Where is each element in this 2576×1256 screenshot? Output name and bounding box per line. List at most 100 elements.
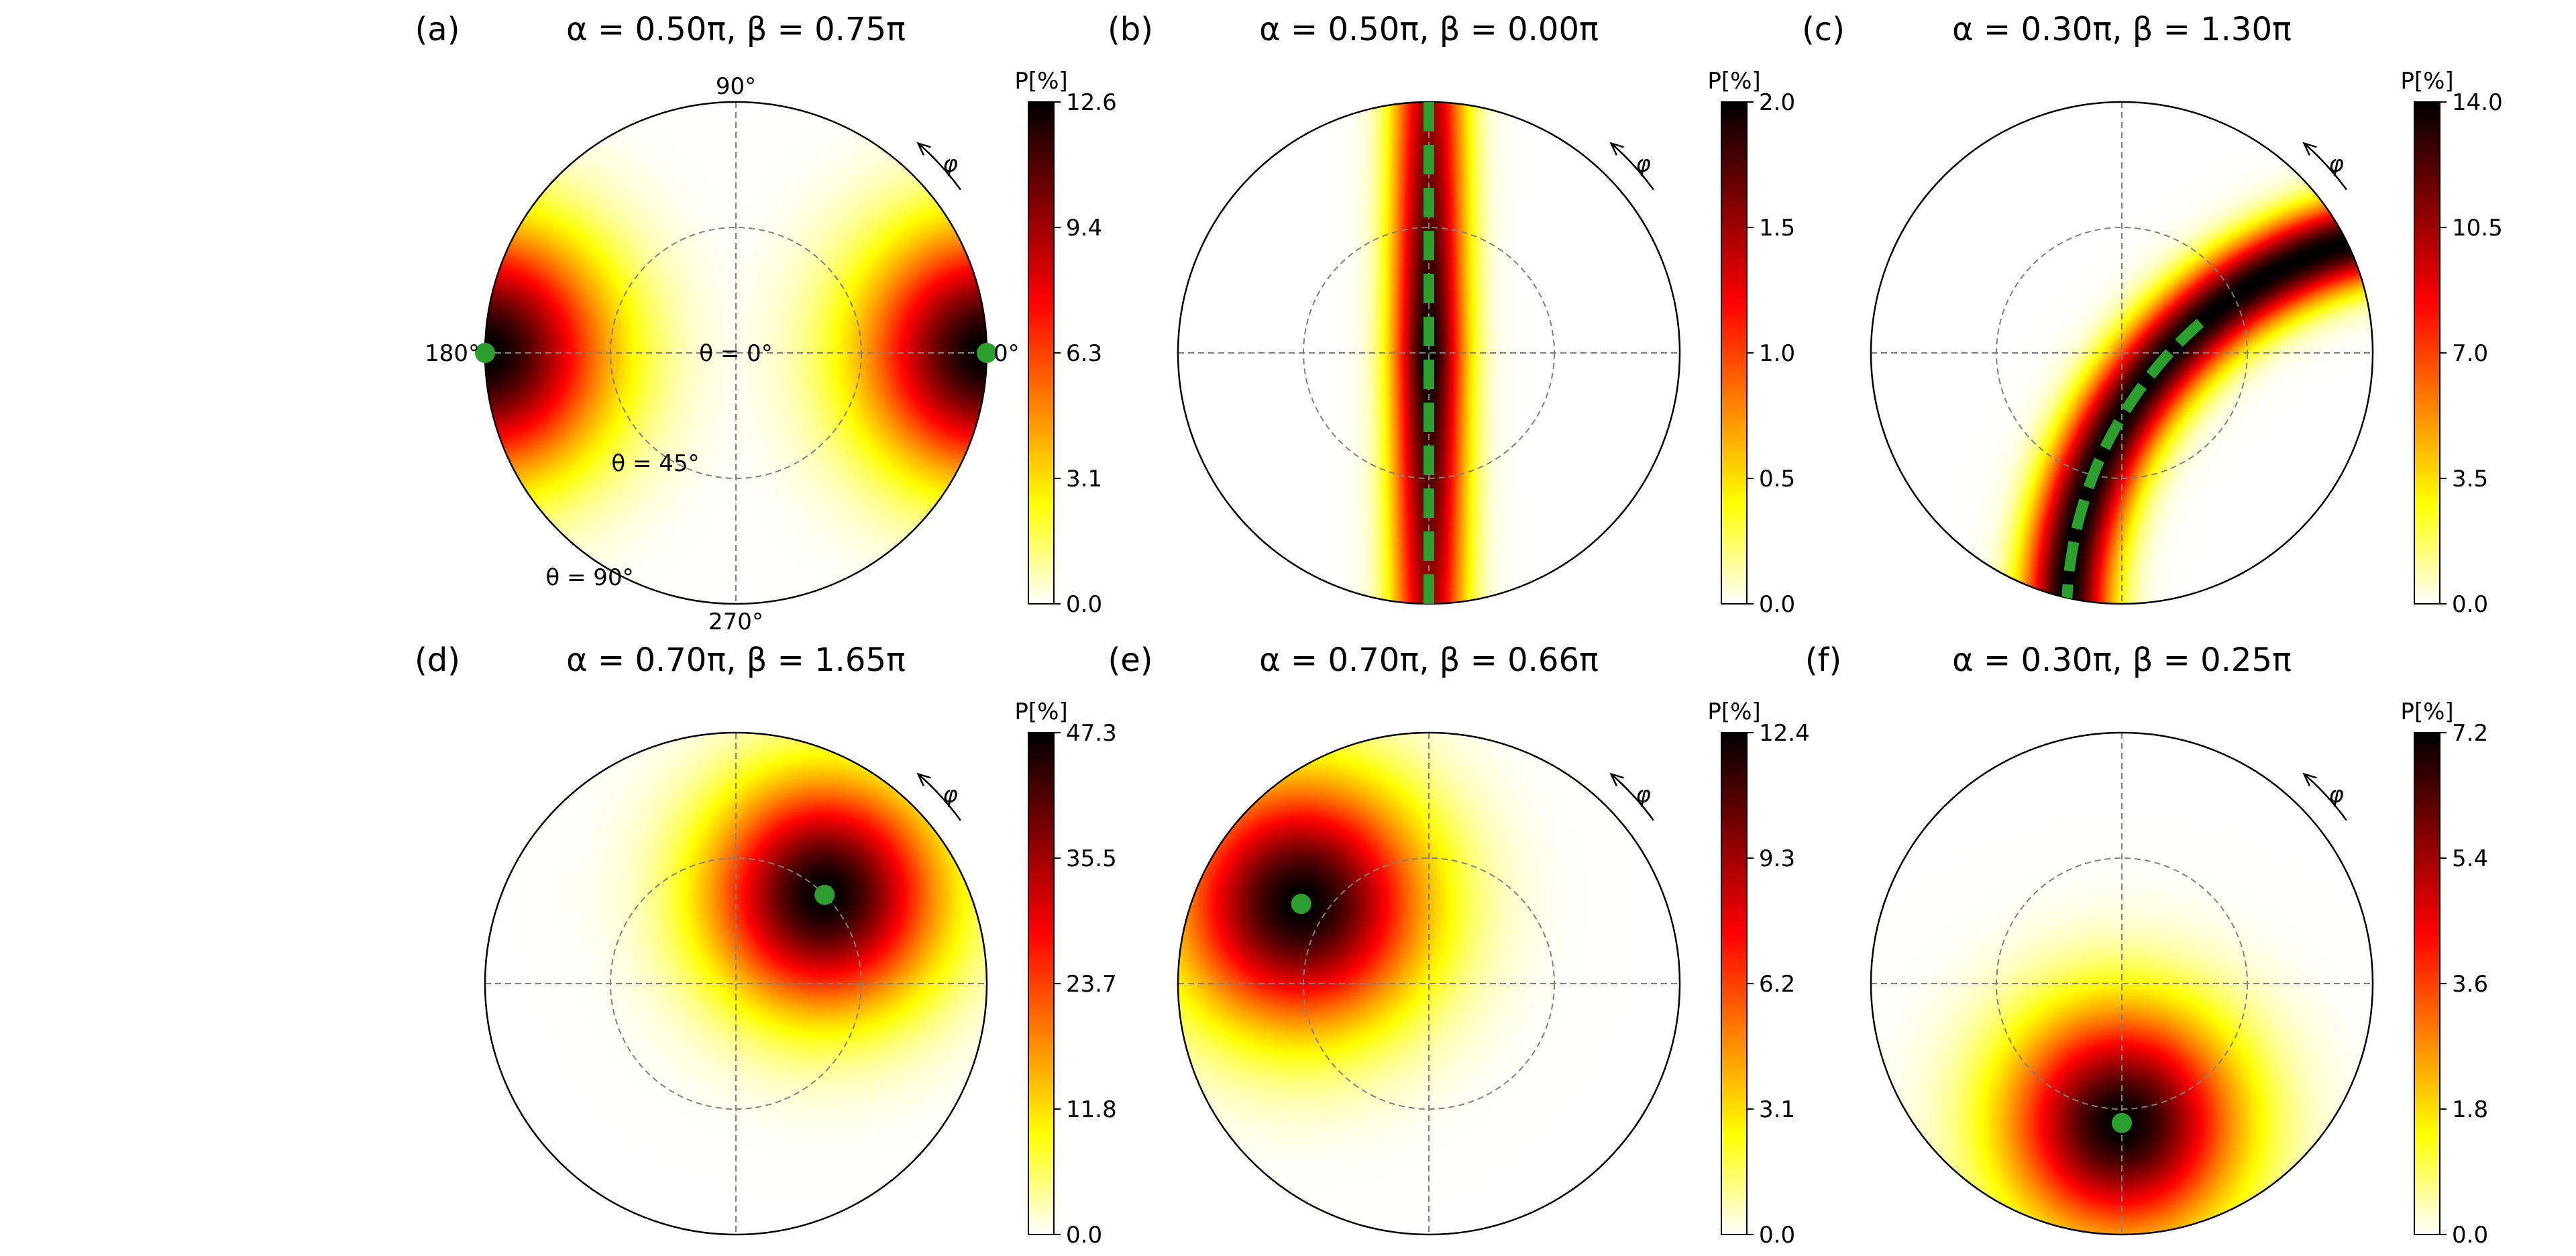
colorbar-title: P[%] [1014, 68, 1067, 95]
colorbar-tick-label: 0.0 [1066, 1222, 1102, 1249]
colorbar-title: P[%] [2400, 68, 2453, 95]
colorbar-tick-label: 3.5 [2452, 466, 2488, 492]
colorbar-tick-label: 10.5 [2452, 215, 2503, 242]
colorbar-tick-label: 23.7 [1066, 971, 1117, 998]
grid-circle-theta-45 [1996, 857, 2248, 1110]
marker-point [475, 343, 495, 363]
panel-label: (e) [1108, 641, 1153, 679]
colorbar-gradient-bar [2414, 101, 2440, 605]
grid-circle-theta-45 [610, 227, 862, 479]
disk-outline [484, 731, 988, 1236]
colorbar-gradient-bar [1721, 732, 1748, 1235]
colorbar-tick-label: 35.5 [1066, 845, 1117, 872]
colorbar-tick-label: 1.8 [2452, 1096, 2488, 1123]
phi-arrowhead [916, 772, 931, 786]
panel-label: (c) [1802, 11, 1845, 48]
colorbar-tick-label: 1.0 [1759, 340, 1795, 367]
marker-point [2112, 1112, 2132, 1133]
colorbar-tick-label: 3.1 [1066, 466, 1102, 492]
azimuth-label-left: 180° [425, 340, 480, 367]
colorbar: P[%] 0.0 3.1 6.3 9.4 12.6 [1014, 68, 1116, 618]
phi-arrow [917, 142, 961, 191]
polar-panel: (b) α = 0.50π, β = 0.00π φ [1108, 11, 1681, 605]
grid-circle-theta-45 [1303, 857, 1555, 1110]
colorbar-tick-label: 9.3 [1759, 845, 1795, 872]
colorbar-title: P[%] [1707, 68, 1760, 95]
phi-arrow [2303, 773, 2347, 821]
colorbar-tick-label: 7.2 [2452, 720, 2488, 747]
panel-label: (f) [1805, 641, 1841, 679]
phi-arrowhead [1609, 772, 1624, 786]
disk-outline [1177, 731, 1681, 1236]
colorbar-tick-label: 0.0 [1066, 591, 1102, 618]
colorbar-tick-label: 12.6 [1066, 89, 1117, 116]
marker-point [977, 343, 997, 363]
phi-label: φ [2328, 782, 2344, 808]
colorbar: P[%] 0.0 3.1 6.2 9.3 12.4 [1707, 698, 1809, 1249]
theta-label-45: θ = 45° [611, 450, 699, 477]
colorbar-tick-label: 0.0 [2452, 591, 2488, 618]
colorbar-tick-label: 12.4 [1759, 720, 1810, 747]
colorbar-tick-label: 0.0 [1759, 1222, 1795, 1249]
azimuth-label-right: 0° [994, 340, 1020, 367]
marker-point [814, 884, 835, 905]
colorbar-tick-label: 0.0 [1759, 591, 1795, 618]
polar-panel: (e) α = 0.70π, β = 0.66π φ [1108, 641, 1681, 1236]
polar-panel: (a) α = 0.50π, β = 0.75π φ 90° 270° 180° 0° θ =… [415, 11, 1020, 635]
colorbar-tick-label: 3.6 [2452, 971, 2488, 998]
colorbar: P[%] 0.0 1.8 3.6 5.4 7.2 [2400, 698, 2488, 1249]
theta-label-90: θ = 90° [545, 564, 633, 591]
disk-outline [1870, 731, 2374, 1236]
phi-label: φ [1635, 782, 1651, 808]
theta-label-0: θ = 0° [699, 340, 773, 367]
colorbar-tick-label: 5.4 [2452, 845, 2488, 872]
colorbar-tick-label: 14.0 [2452, 89, 2503, 116]
panel-label: (a) [415, 11, 460, 48]
colorbar-tick-label: 1.5 [1759, 215, 1795, 242]
colorbar-tick-label: 3.1 [1759, 1096, 1795, 1123]
panel-title: α = 0.30π, β = 1.30π [1952, 11, 2292, 48]
colorbar-tick-label: 0.5 [1759, 466, 1795, 492]
colorbar-gradient-bar [1721, 101, 1748, 605]
disk-outline [1870, 101, 2374, 605]
panel-title: α = 0.70π, β = 0.66π [1259, 641, 1599, 679]
colorbar-tick-label: 47.3 [1066, 720, 1117, 747]
phi-label: φ [943, 151, 958, 178]
phi-label: φ [2328, 151, 2344, 178]
colorbar: P[%] 0.0 3.5 7.0 10.5 14.0 [2400, 68, 2502, 618]
colorbar-title: P[%] [1014, 698, 1067, 725]
dashed-curve [2061, 319, 2204, 604]
grid-circle-theta-45 [1996, 227, 2248, 479]
azimuth-label-top: 90° [716, 73, 756, 100]
colorbar-tick-label: 2.0 [1759, 89, 1795, 116]
colorbar-tick-label: 6.3 [1066, 340, 1102, 367]
colorbar-tick-label: 11.8 [1066, 1096, 1117, 1123]
azimuth-label-bottom: 270° [708, 609, 763, 635]
colorbar-tick-label: 9.4 [1066, 215, 1102, 242]
colorbar-title: P[%] [1707, 698, 1760, 725]
colorbar-tick-label: 7.0 [2452, 340, 2488, 367]
phi-arrowhead [2302, 142, 2317, 156]
polar-panel: (d) α = 0.70π, β = 1.65π φ [415, 641, 988, 1236]
panel-title: α = 0.30π, β = 0.25π [1952, 641, 2292, 679]
colorbar: P[%] 0.0 0.5 1.0 1.5 2.0 [1707, 68, 1795, 618]
grid-circle-theta-45 [610, 857, 862, 1110]
polar-panel: (c) α = 0.30π, β = 1.30π φ [1802, 11, 2374, 605]
phi-arrow [1610, 773, 1654, 821]
phi-arrowhead [916, 142, 931, 156]
phi-arrow [2303, 142, 2347, 191]
phi-arrow [1610, 142, 1654, 191]
panel-label: (d) [415, 641, 460, 679]
phi-arrow [917, 773, 961, 821]
colorbar-tick-label: 0.0 [2452, 1222, 2488, 1249]
colorbar: P[%] 0.0 11.8 23.7 35.5 47.3 [1014, 698, 1116, 1249]
marker-point [1291, 894, 1311, 914]
colorbar-tick-label: 6.2 [1759, 971, 1795, 998]
phi-label: φ [1635, 151, 1651, 178]
panel-title: α = 0.50π, β = 0.75π [566, 11, 906, 48]
colorbar-gradient-bar [1028, 101, 1055, 605]
panel-label: (b) [1108, 11, 1153, 48]
grid-circle-theta-45 [1303, 227, 1555, 479]
polar-panel: (f) α = 0.30π, β = 0.25π φ [1805, 641, 2374, 1236]
